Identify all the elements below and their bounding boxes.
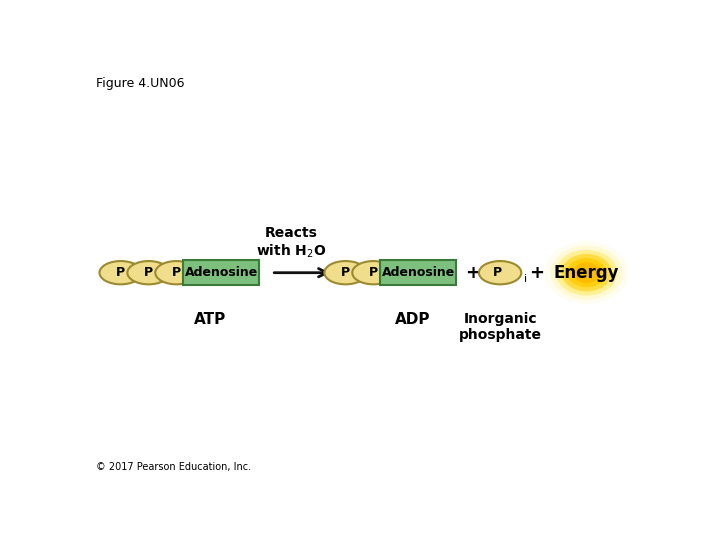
- Ellipse shape: [562, 254, 612, 292]
- Text: +: +: [529, 264, 544, 282]
- Ellipse shape: [479, 261, 521, 285]
- Text: Adenosine: Adenosine: [184, 266, 258, 279]
- Ellipse shape: [156, 261, 198, 285]
- FancyBboxPatch shape: [380, 260, 456, 285]
- Ellipse shape: [352, 261, 395, 285]
- FancyBboxPatch shape: [184, 260, 258, 285]
- Text: Figure 4.UN06: Figure 4.UN06: [96, 77, 184, 90]
- Text: © 2017 Pearson Education, Inc.: © 2017 Pearson Education, Inc.: [96, 462, 251, 472]
- Text: ATP: ATP: [194, 312, 226, 327]
- Text: P: P: [492, 266, 502, 279]
- Text: Energy: Energy: [554, 264, 619, 282]
- Text: P: P: [341, 266, 350, 279]
- Text: Inorganic
phosphate: Inorganic phosphate: [459, 312, 541, 342]
- Text: i: i: [524, 274, 527, 284]
- Ellipse shape: [324, 261, 366, 285]
- Ellipse shape: [545, 241, 629, 304]
- Text: P: P: [172, 266, 181, 279]
- Ellipse shape: [550, 246, 623, 300]
- Text: Adenosine: Adenosine: [382, 266, 455, 279]
- Text: P: P: [116, 266, 125, 279]
- Ellipse shape: [572, 262, 600, 283]
- Ellipse shape: [99, 261, 142, 285]
- Ellipse shape: [556, 250, 617, 295]
- Text: Reacts
with H$_2$O: Reacts with H$_2$O: [256, 226, 326, 260]
- Text: P: P: [369, 266, 378, 279]
- Text: P: P: [144, 266, 153, 279]
- Ellipse shape: [567, 258, 606, 287]
- Text: +: +: [464, 264, 480, 282]
- Ellipse shape: [127, 261, 170, 285]
- Text: ADP: ADP: [395, 312, 431, 327]
